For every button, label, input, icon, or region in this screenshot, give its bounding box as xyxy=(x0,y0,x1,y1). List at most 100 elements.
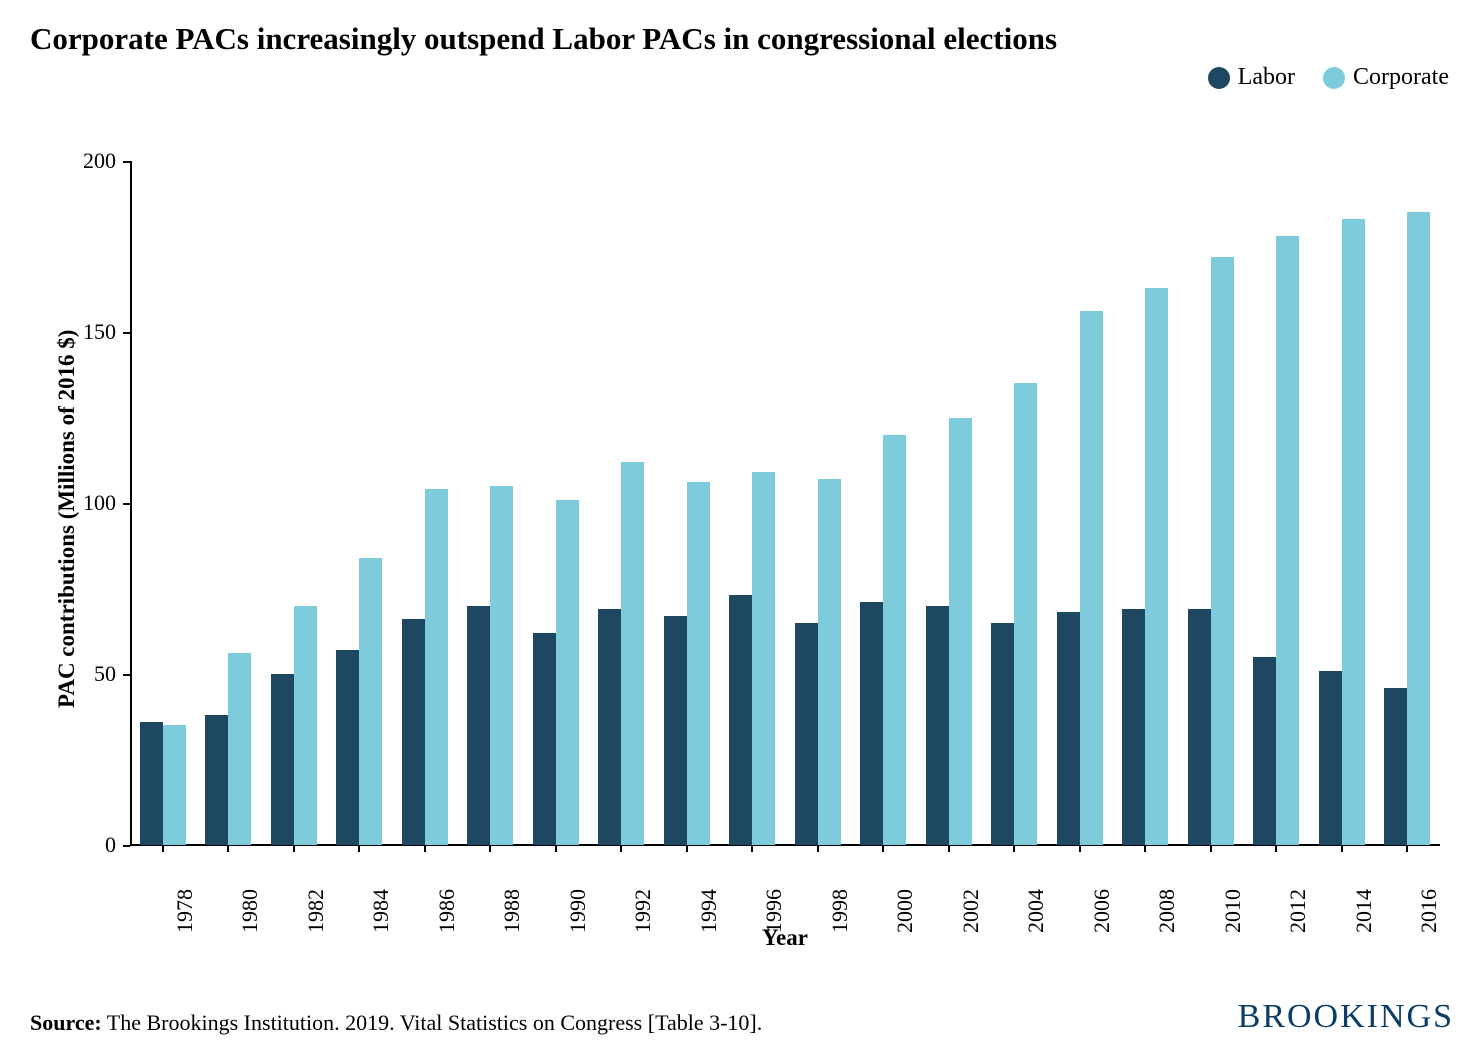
x-tick-mark xyxy=(1275,845,1277,852)
x-tick-mark xyxy=(227,845,229,852)
x-tick-label: 1982 xyxy=(303,889,329,933)
x-tick-label: 1984 xyxy=(368,889,394,933)
legend-label: Labor xyxy=(1238,64,1295,91)
x-tick-label: 2014 xyxy=(1351,889,1377,933)
bar xyxy=(664,616,687,845)
chart-area: PAC contributions (Millions of 2016 $) Y… xyxy=(130,115,1440,845)
x-tick-mark xyxy=(293,845,295,852)
x-tick-label: 2002 xyxy=(958,889,984,933)
bar xyxy=(926,606,949,845)
x-tick-label: 1980 xyxy=(237,889,263,933)
source-text: The Brookings Institution. 2019. Vital S… xyxy=(102,1010,763,1035)
x-tick-label: 2004 xyxy=(1023,889,1049,933)
x-tick-label: 1994 xyxy=(696,889,722,933)
bar xyxy=(1342,219,1365,845)
bar xyxy=(795,623,818,845)
bar xyxy=(1014,383,1037,845)
legend-label: Corporate xyxy=(1353,64,1449,91)
y-tick-mark xyxy=(123,674,130,676)
bar xyxy=(1276,236,1299,845)
x-tick-mark xyxy=(948,845,950,852)
x-tick-mark xyxy=(882,845,884,852)
y-tick-mark xyxy=(123,845,130,847)
bar xyxy=(1188,609,1211,845)
x-tick-label: 1998 xyxy=(827,889,853,933)
y-tick-mark xyxy=(123,332,130,334)
x-tick-label: 1996 xyxy=(761,889,787,933)
y-tick-label: 0 xyxy=(56,832,116,858)
bar xyxy=(818,479,841,845)
y-tick-mark xyxy=(123,161,130,163)
source-citation: Source: The Brookings Institution. 2019.… xyxy=(30,1010,762,1036)
x-tick-mark xyxy=(358,845,360,852)
y-tick-label: 50 xyxy=(56,661,116,687)
bar xyxy=(402,619,425,845)
x-tick-mark xyxy=(817,845,819,852)
bar xyxy=(271,674,294,845)
x-axis-line xyxy=(130,844,1440,846)
x-tick-mark xyxy=(1406,845,1408,852)
x-tick-mark xyxy=(162,845,164,852)
bar xyxy=(883,435,906,845)
bar xyxy=(1253,657,1276,845)
bar xyxy=(467,606,490,845)
bar xyxy=(140,722,163,845)
y-tick-label: 100 xyxy=(56,490,116,516)
bar xyxy=(1145,288,1168,845)
bar xyxy=(294,606,317,845)
x-tick-label: 2006 xyxy=(1089,889,1115,933)
source-label: Source: xyxy=(30,1010,102,1035)
legend: Labor Corporate xyxy=(1208,64,1449,91)
legend-swatch xyxy=(1208,67,1230,89)
legend-item: Labor xyxy=(1208,64,1295,91)
footer: Source: The Brookings Institution. 2019.… xyxy=(30,998,1454,1036)
x-tick-label: 2012 xyxy=(1285,889,1311,933)
bar xyxy=(598,609,621,845)
x-tick-mark xyxy=(686,845,688,852)
bar xyxy=(991,623,1014,845)
x-tick-mark xyxy=(555,845,557,852)
x-tick-mark xyxy=(1210,845,1212,852)
bar xyxy=(1211,257,1234,845)
bar xyxy=(1407,212,1430,845)
y-axis-line xyxy=(130,161,132,845)
bar xyxy=(1384,688,1407,845)
x-tick-mark xyxy=(751,845,753,852)
x-tick-label: 1992 xyxy=(630,889,656,933)
bar xyxy=(556,500,579,845)
x-tick-label: 1978 xyxy=(172,889,198,933)
y-axis-label: PAC contributions (Millions of 2016 $) xyxy=(54,330,80,708)
x-tick-label: 2016 xyxy=(1416,889,1442,933)
x-tick-label: 2010 xyxy=(1220,889,1246,933)
bar xyxy=(1319,671,1342,845)
x-tick-label: 1990 xyxy=(565,889,591,933)
bar xyxy=(228,653,251,845)
x-tick-mark xyxy=(489,845,491,852)
bar xyxy=(949,418,972,846)
bar xyxy=(425,489,448,845)
bar xyxy=(621,462,644,845)
bar xyxy=(359,558,382,845)
bar xyxy=(729,595,752,845)
y-tick-label: 150 xyxy=(56,319,116,345)
x-tick-mark xyxy=(1144,845,1146,852)
bar xyxy=(1057,612,1080,845)
bar xyxy=(860,602,883,845)
y-tick-mark xyxy=(123,503,130,505)
y-tick-label: 200 xyxy=(56,148,116,174)
bar xyxy=(752,472,775,845)
bar xyxy=(205,715,228,845)
plot-area: 1978198019821984198619881990199219941996… xyxy=(130,115,1440,845)
bar xyxy=(1080,311,1103,845)
x-tick-mark xyxy=(1341,845,1343,852)
legend-item: Corporate xyxy=(1323,64,1449,91)
bar xyxy=(163,725,186,845)
x-tick-mark xyxy=(620,845,622,852)
chart-title: Corporate PACs increasingly outspend Lab… xyxy=(30,20,1454,57)
bar xyxy=(533,633,556,845)
bar xyxy=(687,482,710,845)
x-tick-label: 1986 xyxy=(434,889,460,933)
x-tick-label: 2000 xyxy=(892,889,918,933)
bar xyxy=(1122,609,1145,845)
page: Corporate PACs increasingly outspend Lab… xyxy=(0,0,1484,1048)
